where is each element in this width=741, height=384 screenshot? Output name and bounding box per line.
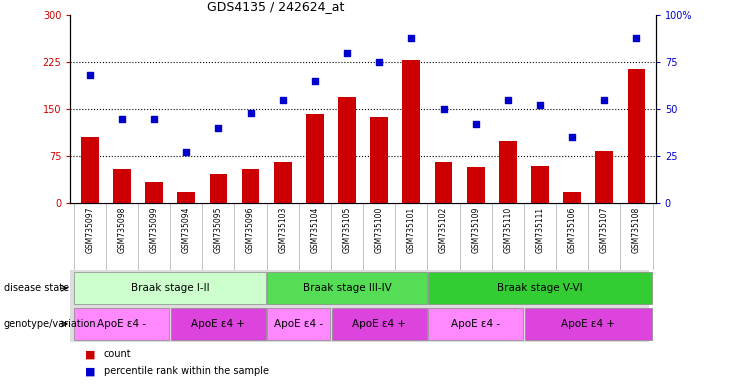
Text: ■: ■ — [85, 366, 96, 376]
Bar — [268, 308, 330, 340]
Bar — [628, 69, 645, 203]
Bar — [525, 308, 652, 340]
Bar — [428, 308, 523, 340]
Bar — [170, 308, 266, 340]
Bar — [596, 151, 613, 203]
Point — [534, 103, 546, 109]
Bar — [177, 192, 195, 203]
Text: GSM735106: GSM735106 — [568, 207, 576, 253]
Point — [245, 110, 256, 116]
Point — [148, 116, 160, 122]
Point — [341, 50, 353, 56]
Text: GSM735108: GSM735108 — [632, 207, 641, 253]
Bar — [563, 192, 581, 203]
Point — [213, 125, 225, 131]
Bar — [435, 162, 452, 203]
Bar — [306, 114, 324, 203]
Text: GSM735099: GSM735099 — [150, 207, 159, 253]
Text: GSM735111: GSM735111 — [536, 207, 545, 253]
Text: ApoE ε4 +: ApoE ε4 + — [191, 319, 245, 329]
Point — [631, 35, 642, 41]
Point — [566, 134, 578, 141]
Text: GSM735110: GSM735110 — [503, 207, 512, 253]
Bar — [467, 167, 485, 203]
Text: percentile rank within the sample: percentile rank within the sample — [104, 366, 269, 376]
Text: GSM735098: GSM735098 — [117, 207, 127, 253]
Bar — [331, 308, 427, 340]
Text: GSM735107: GSM735107 — [599, 207, 609, 253]
Text: Braak stage V-VI: Braak stage V-VI — [497, 283, 583, 293]
Point — [502, 97, 514, 103]
Text: GSM735097: GSM735097 — [85, 207, 94, 253]
Text: ApoE ε4 -: ApoE ε4 - — [97, 319, 147, 329]
Text: GSM735094: GSM735094 — [182, 207, 190, 253]
Point — [373, 59, 385, 65]
Text: GSM735102: GSM735102 — [439, 207, 448, 253]
Point — [309, 78, 321, 84]
Bar — [428, 272, 652, 304]
Text: genotype/variation: genotype/variation — [4, 319, 96, 329]
Text: count: count — [104, 349, 131, 359]
Text: GSM735103: GSM735103 — [278, 207, 288, 253]
Text: GSM735100: GSM735100 — [375, 207, 384, 253]
Bar — [370, 117, 388, 203]
Point — [438, 106, 450, 112]
Text: ApoE ε4 +: ApoE ε4 + — [352, 319, 406, 329]
Bar — [531, 166, 549, 203]
Bar — [268, 272, 427, 304]
Bar — [338, 97, 356, 203]
Text: ApoE ε4 -: ApoE ε4 - — [451, 319, 500, 329]
Title: GDS4135 / 242624_at: GDS4135 / 242624_at — [207, 0, 344, 13]
Bar — [81, 137, 99, 203]
Point — [405, 35, 417, 41]
Bar — [274, 162, 291, 203]
Bar — [210, 174, 227, 203]
Text: GSM735109: GSM735109 — [471, 207, 480, 253]
Point — [116, 116, 127, 122]
Text: ■: ■ — [85, 349, 96, 359]
Point — [84, 72, 96, 78]
Text: ApoE ε4 +: ApoE ε4 + — [561, 319, 615, 329]
Bar — [74, 272, 266, 304]
Point — [276, 97, 288, 103]
Text: Braak stage III-IV: Braak stage III-IV — [302, 283, 391, 293]
Text: GSM735096: GSM735096 — [246, 207, 255, 253]
Bar — [499, 141, 516, 203]
Text: GSM735095: GSM735095 — [214, 207, 223, 253]
Point — [470, 121, 482, 127]
Text: Braak stage I-II: Braak stage I-II — [131, 283, 210, 293]
Text: ApoE ε4 -: ApoE ε4 - — [274, 319, 323, 329]
Text: GSM735104: GSM735104 — [310, 207, 319, 253]
Text: disease state: disease state — [4, 283, 69, 293]
Bar — [145, 182, 163, 203]
Point — [599, 97, 611, 103]
Bar — [74, 308, 170, 340]
Point — [180, 149, 192, 156]
Bar — [113, 169, 130, 203]
Bar — [242, 169, 259, 203]
Text: GSM735105: GSM735105 — [342, 207, 351, 253]
Bar — [402, 60, 420, 203]
Text: GSM735101: GSM735101 — [407, 207, 416, 253]
